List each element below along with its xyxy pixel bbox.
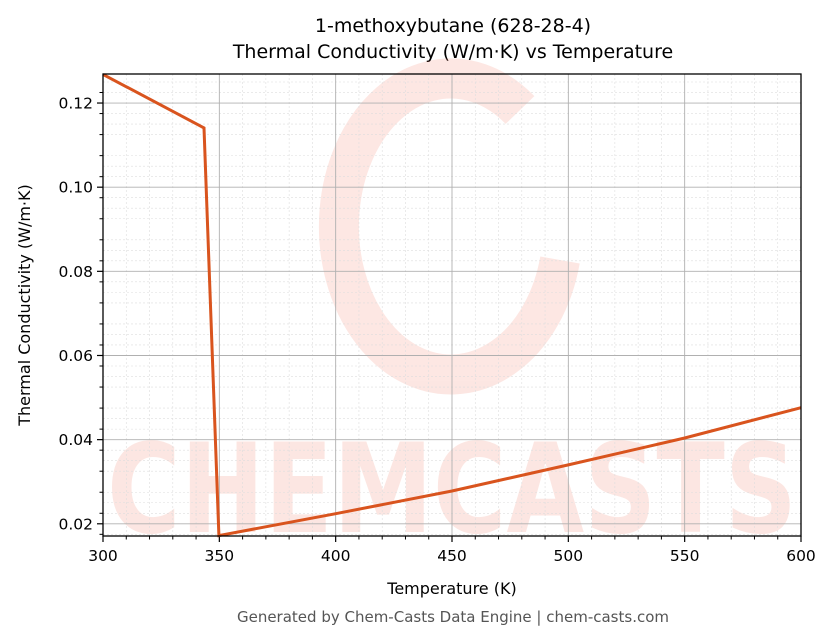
chart-title-line1: 1-methoxybutane (628-28-4) (314, 15, 592, 37)
watermark-logo-icon (318, 58, 580, 395)
x-tick-label: 350 (205, 547, 235, 565)
x-tick-label: 600 (786, 547, 816, 565)
x-axis-label: Temperature (K) (386, 579, 516, 598)
y-tick-label: 0.08 (58, 263, 93, 281)
y-tick-label: 0.02 (58, 515, 93, 533)
y-tick-label: 0.10 (58, 179, 93, 197)
y-tick-label: 0.04 (58, 431, 93, 449)
x-tick-label: 450 (437, 547, 467, 565)
chart-footer: Generated by Chem-Casts Data Engine | ch… (236, 608, 670, 626)
data-series-line (102, 73, 802, 538)
x-tick-label: 500 (554, 547, 584, 565)
chart-title-line2: Thermal Conductivity (W/m·K) vs Temperat… (232, 41, 674, 63)
y-tick-label: 0.12 (58, 95, 93, 113)
x-tick-label: 300 (88, 547, 118, 565)
x-tick-label: 550 (670, 547, 700, 565)
x-tick-label: 400 (321, 547, 351, 565)
y-axis-label: Thermal Conductivity (W/m·K) (15, 184, 34, 427)
y-tick-label: 0.06 (58, 347, 93, 365)
plot-frame (102, 73, 802, 537)
